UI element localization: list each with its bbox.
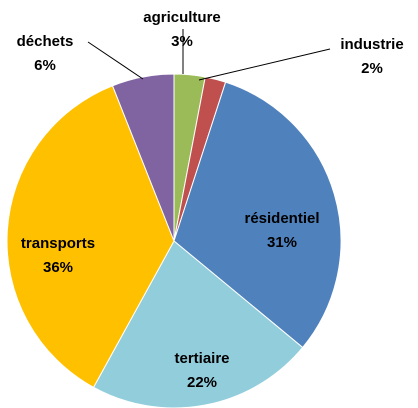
slice-value-label: 6% (34, 57, 56, 74)
slice-value-label: 3% (171, 33, 193, 50)
leader-line (198, 48, 331, 81)
pie-slice (111, 73, 175, 242)
slice-value-label: 36% (43, 259, 73, 276)
slice-label: industrie (340, 36, 403, 53)
slice-label: déchets (17, 33, 74, 50)
pie-slice (173, 81, 342, 349)
slice-value-label: 2% (361, 60, 383, 77)
slice-value-label: 31% (267, 234, 297, 251)
slice-value-label: 22% (187, 374, 217, 391)
slice-label: tertiaire (174, 350, 229, 367)
slice-label: résidentiel (244, 210, 319, 227)
pie-slice (92, 240, 304, 408)
slice-label: transports (21, 235, 95, 252)
slice-label: agriculture (143, 9, 221, 26)
pie-slice (6, 85, 175, 389)
leader-line (87, 41, 144, 80)
